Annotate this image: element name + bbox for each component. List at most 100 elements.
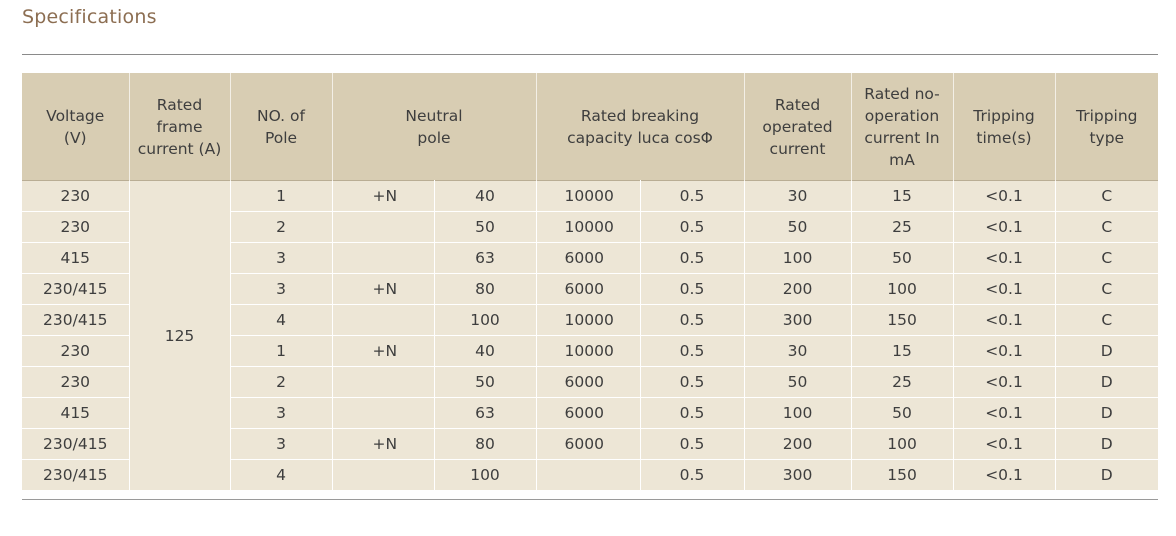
header-neutral-pole: Neutral pole [331, 73, 537, 181]
cell-no-operation: 15 [850, 180, 954, 212]
cell-current: 50 [433, 366, 537, 398]
cell-current: 50 [433, 211, 537, 243]
cell-capacity: 10000 [535, 304, 641, 336]
cell-operated: 50 [743, 366, 852, 398]
cell-voltage: 415 [22, 397, 130, 429]
cell-no-operation: 150 [850, 459, 954, 490]
cell-current: 100 [433, 459, 537, 490]
cell-poles: 4 [229, 304, 333, 336]
cell-cos: 0.5 [639, 211, 745, 243]
cell-poles: 1 [229, 180, 333, 212]
cell-cos: 0.5 [639, 428, 745, 460]
cell-cos: 0.5 [639, 335, 745, 367]
cell-no-operation: 25 [850, 211, 954, 243]
cell-neutral [331, 366, 435, 398]
cell-trip-type: C [1054, 304, 1159, 336]
cell-operated: 100 [743, 397, 852, 429]
cell-cos: 0.5 [639, 242, 745, 274]
cell-operated: 100 [743, 242, 852, 274]
cell-cos: 0.5 [639, 366, 745, 398]
cell-operated: 200 [743, 428, 852, 460]
cell-no-operation: 100 [850, 273, 954, 305]
cell-capacity: 6000 [535, 366, 641, 398]
cell-frame-current: 125 [128, 180, 231, 490]
cell-no-operation: 150 [850, 304, 954, 336]
cell-trip-time: <0.1 [952, 459, 1056, 490]
cell-current: 80 [433, 273, 537, 305]
cell-trip-time: <0.1 [952, 273, 1056, 305]
table-row: 230/415 4 100 0.5 300 150 <0.1 D [22, 459, 1159, 490]
cell-capacity: 10000 [535, 211, 641, 243]
cell-capacity: 6000 [535, 242, 641, 274]
cell-poles: 1 [229, 335, 333, 367]
cell-trip-type: D [1054, 459, 1159, 490]
page-title: Specifications [22, 6, 157, 28]
cell-trip-type: D [1054, 335, 1159, 367]
cell-operated: 30 [743, 180, 852, 212]
cell-voltage: 230/415 [22, 273, 130, 305]
cell-poles: 2 [229, 211, 333, 243]
cell-neutral: +N [331, 273, 435, 305]
cell-poles: 3 [229, 397, 333, 429]
cell-trip-type: C [1054, 242, 1159, 274]
cell-operated: 200 [743, 273, 852, 305]
cell-neutral [331, 397, 435, 429]
cell-current: 63 [433, 242, 537, 274]
cell-voltage: 230/415 [22, 428, 130, 460]
cell-voltage: 230/415 [22, 304, 130, 336]
table-row: 230 2 50 6000 0.5 50 25 <0.1 D [22, 366, 1159, 398]
table-row: 230 125 1 +N 40 10000 0.5 30 15 <0.1 C [22, 180, 1159, 490]
cell-current: 40 [433, 335, 537, 367]
cell-capacity [535, 459, 641, 490]
table-header-row: Voltage (V) Rated frame current (A) NO. … [22, 73, 1159, 181]
cell-trip-time: <0.1 [952, 397, 1056, 429]
table-row: 230 2 50 10000 0.5 50 25 <0.1 C [22, 211, 1159, 243]
specifications-table: Voltage (V) Rated frame current (A) NO. … [22, 73, 1159, 490]
cell-neutral [331, 242, 435, 274]
header-frame-current: Rated frame current (A) [128, 73, 231, 181]
cell-operated: 300 [743, 304, 852, 336]
cell-cos: 0.5 [639, 273, 745, 305]
cell-capacity: 6000 [535, 273, 641, 305]
cell-voltage: 230 [22, 211, 130, 243]
cell-no-operation: 25 [850, 366, 954, 398]
cell-trip-type: D [1054, 397, 1159, 429]
header-poles: NO. of Pole [229, 73, 333, 181]
cell-neutral: +N [331, 335, 435, 367]
cell-trip-type: D [1054, 428, 1159, 460]
header-no-operation-current: Rated no- operation current In mA [850, 73, 954, 181]
cell-trip-type: C [1054, 211, 1159, 243]
cell-trip-time: <0.1 [952, 366, 1056, 398]
cell-current: 80 [433, 428, 537, 460]
header-tripping-type: Tripping type [1054, 73, 1159, 181]
cell-neutral: +N [331, 428, 435, 460]
cell-no-operation: 15 [850, 335, 954, 367]
cell-capacity: 10000 [535, 180, 641, 212]
cell-cos: 0.5 [639, 459, 745, 490]
cell-neutral: +N [331, 180, 435, 212]
table-row: 415 3 63 6000 0.5 100 50 <0.1 D [22, 397, 1159, 429]
cell-poles: 2 [229, 366, 333, 398]
header-tripping-time: Tripping time(s) [952, 73, 1056, 181]
cell-no-operation: 100 [850, 428, 954, 460]
cell-trip-time: <0.1 [952, 304, 1056, 336]
cell-cos: 0.5 [639, 397, 745, 429]
cell-neutral [331, 459, 435, 490]
table-row: 230/415 3 +N 80 6000 0.5 200 100 <0.1 D [22, 428, 1159, 460]
cell-current: 40 [433, 180, 537, 212]
table-bottom-rule [22, 499, 1158, 500]
cell-neutral [331, 211, 435, 243]
cell-operated: 50 [743, 211, 852, 243]
cell-trip-time: <0.1 [952, 428, 1056, 460]
table-row: 415 3 63 6000 0.5 100 50 <0.1 C [22, 242, 1159, 274]
cell-current: 63 [433, 397, 537, 429]
cell-voltage: 230/415 [22, 459, 130, 490]
header-breaking-capacity: Rated breaking capacity luca cosΦ [535, 73, 745, 181]
table-row: 230/415 3 +N 80 6000 0.5 200 100 <0.1 C [22, 273, 1159, 305]
cell-trip-time: <0.1 [952, 211, 1056, 243]
cell-no-operation: 50 [850, 397, 954, 429]
cell-voltage: 230 [22, 366, 130, 398]
cell-trip-time: <0.1 [952, 335, 1056, 367]
cell-no-operation: 50 [850, 242, 954, 274]
cell-cos: 0.5 [639, 180, 745, 212]
